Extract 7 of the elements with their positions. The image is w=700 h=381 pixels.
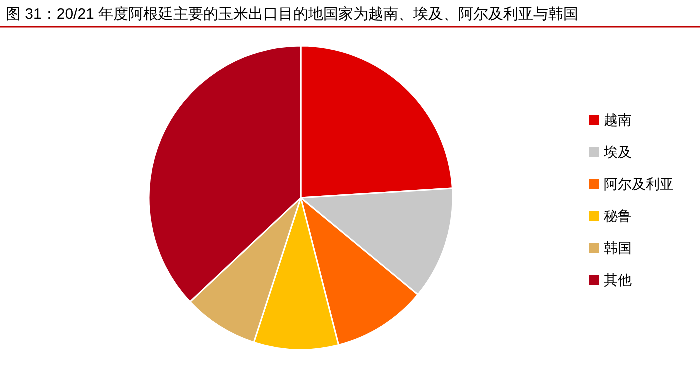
legend-label: 埃及 — [603, 144, 632, 160]
legend-label: 秘鲁 — [604, 208, 632, 224]
legend-label: 其他 — [604, 272, 632, 288]
legend-label: 越南 — [604, 112, 632, 128]
chart-title: 图 31：20/21 年度阿根廷主要的玉米出口目的地国家为越南、埃及、阿尔及利亚与韩国 — [6, 6, 579, 23]
legend-label: 阿尔及利亚 — [604, 176, 674, 192]
legend-label: 韩国 — [604, 240, 632, 256]
